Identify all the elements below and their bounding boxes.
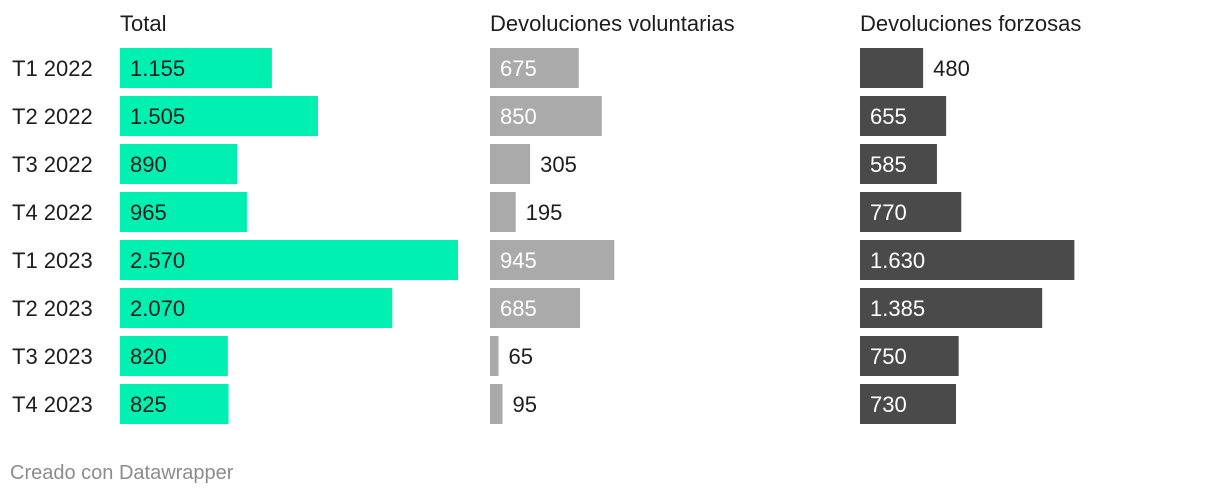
panel-title-total: Total (120, 11, 166, 36)
bar-total-t2-2022 (120, 96, 318, 136)
value-label-devoluciones-voluntarias-t4-2023: 95 (512, 392, 536, 417)
bar-devoluciones-voluntarias-t1-2023 (490, 240, 615, 280)
value-label-devoluciones-forzosas-t1-2022: 480 (933, 56, 970, 81)
bar-devoluciones-voluntarias-t3-2022 (490, 144, 531, 184)
value-label-total-t4-2023: 825 (130, 392, 167, 417)
bar-devoluciones-forzosas-t2-2022 (860, 96, 947, 136)
row-label-t2-2022: T2 2022 (12, 104, 93, 129)
value-label-devoluciones-forzosas-t2-2022: 655 (870, 104, 907, 129)
row-label-t4-2023: T4 2023 (12, 392, 93, 417)
bar-devoluciones-forzosas-t2-2023 (860, 288, 1043, 328)
value-label-total-t2-2022: 1.505 (130, 104, 185, 129)
bar-total-t1-2022 (120, 48, 272, 88)
value-label-devoluciones-forzosas-t1-2023: 1.630 (870, 248, 925, 273)
bar-devoluciones-voluntarias-t4-2023 (490, 384, 503, 424)
value-label-devoluciones-forzosas-t4-2022: 770 (870, 200, 907, 225)
value-label-total-t1-2023: 2.570 (130, 248, 185, 273)
value-label-devoluciones-voluntarias-t3-2023: 65 (509, 344, 533, 369)
bar-total-t3-2022 (120, 144, 238, 184)
row-label-t1-2022: T1 2022 (12, 56, 93, 81)
value-label-devoluciones-forzosas-t3-2022: 585 (870, 152, 907, 177)
bar-total-t1-2023 (120, 240, 458, 280)
row-label-t1-2023: T1 2023 (12, 248, 93, 273)
value-label-devoluciones-voluntarias-t3-2022: 305 (540, 152, 577, 177)
source-credit: Creado con Datawrapper (10, 462, 234, 484)
bar-devoluciones-voluntarias-t2-2022 (490, 96, 602, 136)
value-label-total-t1-2022: 1.155 (130, 56, 185, 81)
value-label-devoluciones-voluntarias-t1-2022: 675 (500, 56, 537, 81)
value-label-devoluciones-voluntarias-t4-2022: 195 (526, 200, 563, 225)
bar-total-t3-2023 (120, 336, 228, 376)
bar-devoluciones-voluntarias-t2-2023 (490, 288, 581, 328)
bar-devoluciones-forzosas-t1-2023 (860, 240, 1075, 280)
bar-total-t2-2023 (120, 288, 393, 328)
value-label-devoluciones-voluntarias-t1-2023: 945 (500, 248, 537, 273)
bar-devoluciones-forzosas-t4-2023 (860, 384, 957, 424)
bar-devoluciones-voluntarias-t1-2022 (490, 48, 579, 88)
value-label-total-t3-2022: 890 (130, 152, 167, 177)
value-label-total-t2-2023: 2.070 (130, 296, 185, 321)
value-label-devoluciones-forzosas-t2-2023: 1.385 (870, 296, 925, 321)
small-multiples-bar-chart: T1 2022 T2 2022 T3 2022 T4 2022 T1 2023 T2 20… (12, 11, 1081, 424)
bar-devoluciones-forzosas-t3-2023 (860, 336, 959, 376)
row-label-t2-2023: T2 2023 (12, 296, 93, 321)
bar-total-t4-2022 (120, 192, 247, 232)
value-label-devoluciones-forzosas-t3-2023: 750 (870, 344, 907, 369)
value-label-devoluciones-voluntarias-t2-2023: 685 (500, 296, 537, 321)
row-label-t3-2023: T3 2023 (12, 344, 93, 369)
bar-devoluciones-forzosas-t3-2022 (860, 144, 937, 184)
bar-devoluciones-voluntarias-t3-2023 (490, 336, 499, 376)
bar-total-t4-2023 (120, 384, 229, 424)
value-label-devoluciones-voluntarias-t2-2022: 850 (500, 104, 537, 129)
panel-title-devoluciones-forzosas: Devoluciones forzosas (860, 11, 1081, 36)
bar-devoluciones-forzosas-t1-2022 (860, 48, 924, 88)
bar-devoluciones-voluntarias-t4-2022 (490, 192, 516, 232)
value-label-total-t4-2022: 965 (130, 200, 167, 225)
bar-devoluciones-forzosas-t4-2022 (860, 192, 962, 232)
value-label-total-t3-2023: 820 (130, 344, 167, 369)
row-label-t3-2022: T3 2022 (12, 152, 93, 177)
row-label-t4-2022: T4 2022 (12, 200, 93, 225)
value-label-devoluciones-forzosas-t4-2023: 730 (870, 392, 907, 417)
panel-title-devoluciones-voluntarias: Devoluciones voluntarias (490, 11, 735, 36)
